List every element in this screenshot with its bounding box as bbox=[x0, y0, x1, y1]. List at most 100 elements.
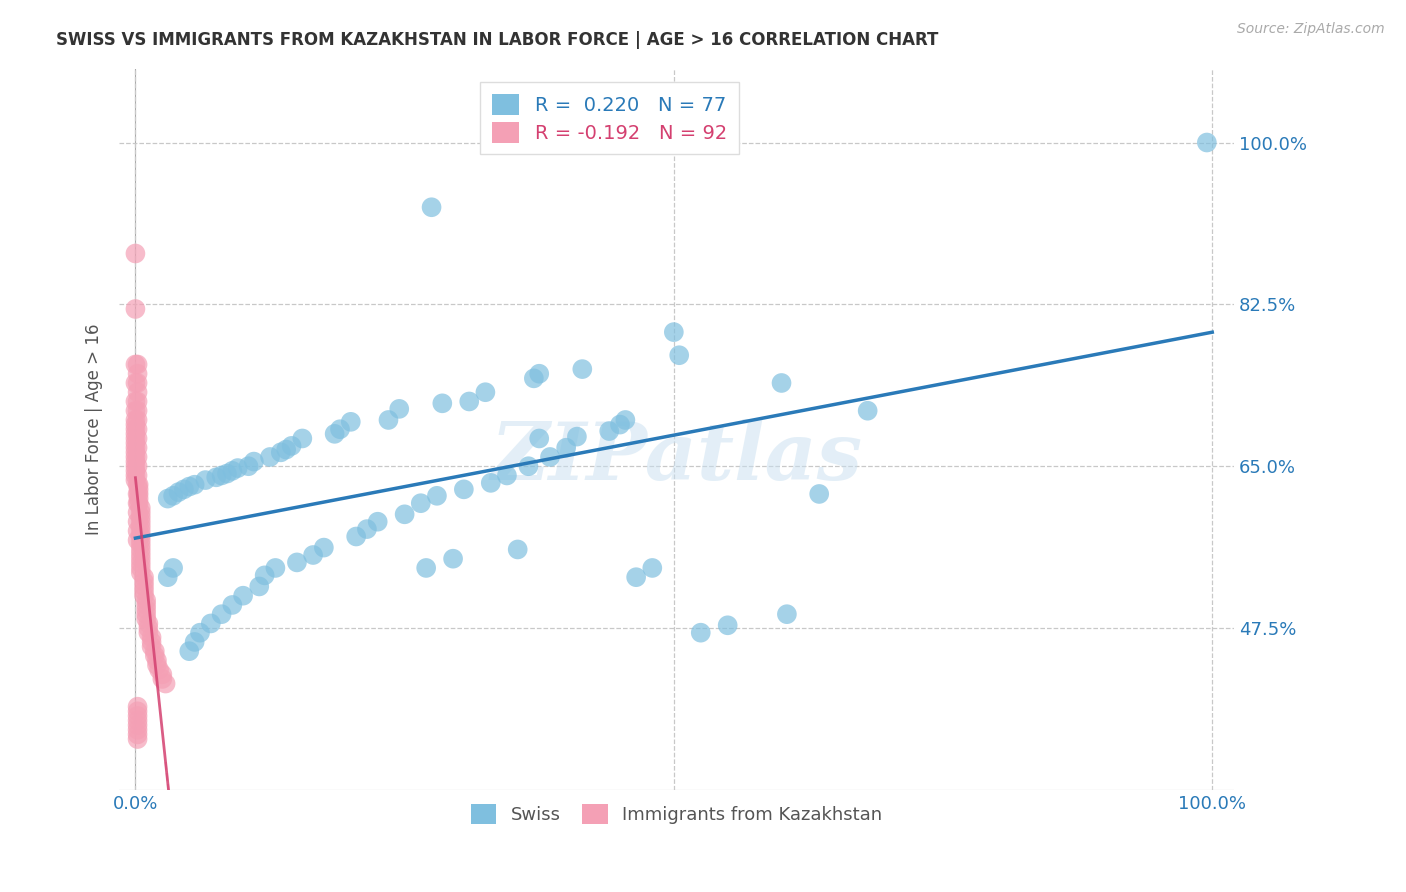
Point bbox=[156, 570, 179, 584]
Point bbox=[420, 200, 443, 214]
Point bbox=[141, 640, 163, 654]
Point bbox=[127, 385, 149, 400]
Point bbox=[127, 468, 149, 483]
Point bbox=[135, 602, 157, 616]
Point bbox=[339, 415, 361, 429]
Point bbox=[415, 561, 437, 575]
Point bbox=[496, 468, 519, 483]
Text: ZIPatlas: ZIPatlas bbox=[491, 419, 863, 497]
Point bbox=[138, 616, 160, 631]
Point bbox=[150, 672, 173, 686]
Point bbox=[138, 621, 160, 635]
Point bbox=[150, 667, 173, 681]
Point bbox=[129, 542, 152, 557]
Point bbox=[409, 496, 432, 510]
Point bbox=[523, 371, 546, 385]
Point bbox=[129, 528, 152, 542]
Legend: Swiss, Immigrants from Kazakhstan: Swiss, Immigrants from Kazakhstan bbox=[460, 794, 893, 835]
Point bbox=[146, 653, 169, 667]
Point bbox=[280, 439, 302, 453]
Point bbox=[506, 542, 529, 557]
Point bbox=[124, 413, 146, 427]
Point bbox=[215, 467, 238, 481]
Point bbox=[155, 676, 177, 690]
Point bbox=[127, 506, 149, 520]
Point bbox=[124, 358, 146, 372]
Text: SWISS VS IMMIGRANTS FROM KAZAKHSTAN IN LABOR FORCE | AGE > 16 CORRELATION CHART: SWISS VS IMMIGRANTS FROM KAZAKHSTAN IN L… bbox=[56, 31, 939, 49]
Point bbox=[127, 432, 149, 446]
Point bbox=[129, 524, 152, 538]
Point bbox=[205, 470, 228, 484]
Point bbox=[388, 401, 411, 416]
Point bbox=[129, 557, 152, 571]
Point bbox=[312, 541, 335, 555]
Point bbox=[127, 459, 149, 474]
Point bbox=[141, 630, 163, 644]
Point bbox=[127, 533, 149, 548]
Point bbox=[329, 422, 352, 436]
Point bbox=[124, 441, 146, 455]
Point bbox=[127, 496, 149, 510]
Point bbox=[132, 584, 155, 599]
Point bbox=[129, 533, 152, 548]
Point bbox=[135, 612, 157, 626]
Point bbox=[146, 658, 169, 673]
Point bbox=[127, 727, 149, 741]
Point bbox=[529, 367, 551, 381]
Point bbox=[253, 568, 276, 582]
Point bbox=[128, 496, 150, 510]
Point bbox=[276, 442, 298, 457]
Point bbox=[128, 477, 150, 491]
Point bbox=[856, 403, 879, 417]
Point bbox=[555, 441, 578, 455]
Point bbox=[132, 589, 155, 603]
Point bbox=[124, 417, 146, 432]
Point bbox=[200, 616, 222, 631]
Point bbox=[221, 598, 243, 612]
Point bbox=[127, 367, 149, 381]
Point bbox=[776, 607, 799, 622]
Text: Source: ZipAtlas.com: Source: ZipAtlas.com bbox=[1237, 22, 1385, 37]
Point bbox=[179, 644, 201, 658]
Point bbox=[129, 551, 152, 566]
Point bbox=[129, 510, 152, 524]
Point bbox=[211, 607, 233, 622]
Point bbox=[598, 424, 620, 438]
Point bbox=[458, 394, 481, 409]
Point bbox=[173, 483, 195, 497]
Point bbox=[377, 413, 399, 427]
Point bbox=[124, 459, 146, 474]
Point bbox=[565, 429, 588, 443]
Point bbox=[426, 489, 449, 503]
Point bbox=[127, 718, 149, 732]
Point bbox=[243, 454, 266, 468]
Point bbox=[128, 491, 150, 506]
Point bbox=[143, 644, 166, 658]
Point bbox=[183, 635, 205, 649]
Point bbox=[124, 394, 146, 409]
Point bbox=[124, 426, 146, 441]
Point bbox=[162, 489, 184, 503]
Point bbox=[1195, 136, 1218, 150]
Point bbox=[127, 394, 149, 409]
Point bbox=[132, 579, 155, 593]
Point bbox=[571, 362, 593, 376]
Point bbox=[148, 663, 170, 677]
Point bbox=[135, 607, 157, 622]
Point bbox=[432, 396, 454, 410]
Point bbox=[770, 376, 793, 390]
Point bbox=[270, 445, 292, 459]
Point bbox=[141, 635, 163, 649]
Point bbox=[609, 417, 631, 432]
Point bbox=[441, 551, 464, 566]
Point bbox=[127, 709, 149, 723]
Point bbox=[162, 561, 184, 575]
Point bbox=[479, 475, 502, 490]
Point bbox=[129, 566, 152, 580]
Point bbox=[127, 422, 149, 436]
Point bbox=[232, 589, 254, 603]
Point bbox=[127, 358, 149, 372]
Point bbox=[538, 450, 561, 464]
Point bbox=[127, 450, 149, 464]
Point bbox=[291, 432, 314, 446]
